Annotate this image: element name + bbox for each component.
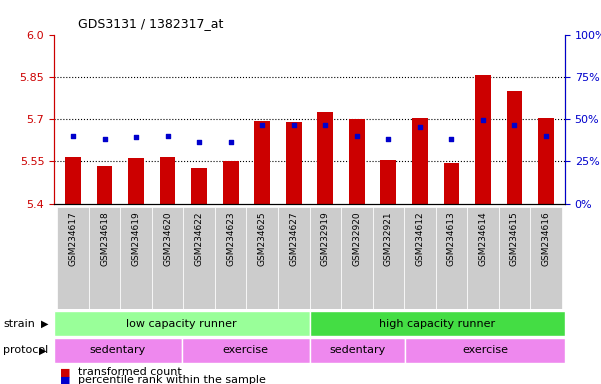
Bar bbox=[191, 168, 207, 204]
Bar bbox=[310, 311, 565, 336]
Bar bbox=[317, 112, 333, 204]
Bar bbox=[380, 160, 396, 204]
Point bbox=[478, 118, 488, 124]
Bar bbox=[507, 91, 522, 204]
Text: ▶: ▶ bbox=[41, 318, 48, 329]
Text: GSM234619: GSM234619 bbox=[132, 212, 141, 266]
Point bbox=[447, 136, 456, 142]
Bar bbox=[215, 207, 246, 309]
Point bbox=[352, 133, 362, 139]
Text: GSM234614: GSM234614 bbox=[478, 212, 487, 266]
Bar bbox=[54, 311, 310, 336]
Bar bbox=[246, 207, 278, 309]
Bar bbox=[120, 207, 152, 309]
Text: percentile rank within the sample: percentile rank within the sample bbox=[78, 375, 266, 384]
Text: sedentary: sedentary bbox=[329, 345, 385, 356]
Bar bbox=[65, 157, 81, 204]
Bar bbox=[310, 207, 341, 309]
Text: exercise: exercise bbox=[462, 345, 508, 356]
Bar bbox=[349, 119, 365, 204]
Point bbox=[68, 133, 78, 139]
Bar bbox=[499, 207, 530, 309]
Text: GSM234627: GSM234627 bbox=[289, 212, 298, 266]
Text: GSM234623: GSM234623 bbox=[226, 212, 235, 266]
Text: GSM234618: GSM234618 bbox=[100, 212, 109, 266]
Bar bbox=[286, 122, 302, 204]
Text: transformed count: transformed count bbox=[78, 367, 182, 377]
Bar bbox=[405, 338, 565, 363]
Point bbox=[163, 133, 172, 139]
Text: ■: ■ bbox=[60, 375, 70, 384]
Point bbox=[542, 133, 551, 139]
Text: GDS3131 / 1382317_at: GDS3131 / 1382317_at bbox=[78, 17, 224, 30]
Bar bbox=[530, 207, 562, 309]
Text: strain: strain bbox=[3, 318, 35, 329]
Bar bbox=[310, 338, 405, 363]
Text: GSM234622: GSM234622 bbox=[195, 212, 204, 266]
Text: GSM232919: GSM232919 bbox=[321, 212, 330, 266]
Bar bbox=[436, 207, 467, 309]
Bar bbox=[97, 166, 112, 204]
Text: GSM234625: GSM234625 bbox=[258, 212, 267, 266]
Text: GSM234615: GSM234615 bbox=[510, 212, 519, 266]
Point bbox=[289, 122, 299, 128]
Text: ▶: ▶ bbox=[39, 345, 46, 356]
Point bbox=[131, 134, 141, 141]
Text: sedentary: sedentary bbox=[90, 345, 146, 356]
Bar bbox=[183, 207, 215, 309]
Text: GSM234617: GSM234617 bbox=[69, 212, 78, 266]
Text: GSM234613: GSM234613 bbox=[447, 212, 456, 266]
Bar bbox=[341, 207, 373, 309]
Bar bbox=[54, 338, 182, 363]
Text: protocol: protocol bbox=[3, 345, 48, 356]
Point bbox=[100, 136, 109, 142]
Point bbox=[226, 139, 236, 145]
Text: exercise: exercise bbox=[222, 345, 269, 356]
Bar bbox=[89, 207, 120, 309]
Bar bbox=[160, 157, 175, 204]
Text: low capacity runner: low capacity runner bbox=[126, 318, 237, 329]
Point bbox=[510, 122, 519, 128]
Bar bbox=[57, 207, 89, 309]
Bar bbox=[444, 163, 459, 204]
Point bbox=[320, 122, 330, 128]
Bar bbox=[254, 121, 270, 204]
Point bbox=[257, 122, 267, 128]
Bar bbox=[278, 207, 310, 309]
Text: GSM232920: GSM232920 bbox=[352, 212, 361, 266]
Bar bbox=[373, 207, 404, 309]
Bar bbox=[182, 338, 310, 363]
Point bbox=[194, 139, 204, 145]
Text: ■: ■ bbox=[60, 367, 70, 377]
Text: GSM234616: GSM234616 bbox=[542, 212, 551, 266]
Point bbox=[415, 124, 425, 130]
Bar bbox=[223, 161, 239, 204]
Bar bbox=[538, 118, 554, 204]
Text: high capacity runner: high capacity runner bbox=[379, 318, 495, 329]
Bar bbox=[404, 207, 436, 309]
Bar bbox=[467, 207, 499, 309]
Bar bbox=[128, 159, 144, 204]
Bar bbox=[152, 207, 183, 309]
Text: GSM232921: GSM232921 bbox=[384, 212, 393, 266]
Point bbox=[383, 136, 393, 142]
Bar bbox=[412, 118, 428, 204]
Text: GSM234612: GSM234612 bbox=[415, 212, 424, 266]
Bar bbox=[475, 75, 491, 204]
Text: GSM234620: GSM234620 bbox=[163, 212, 172, 266]
